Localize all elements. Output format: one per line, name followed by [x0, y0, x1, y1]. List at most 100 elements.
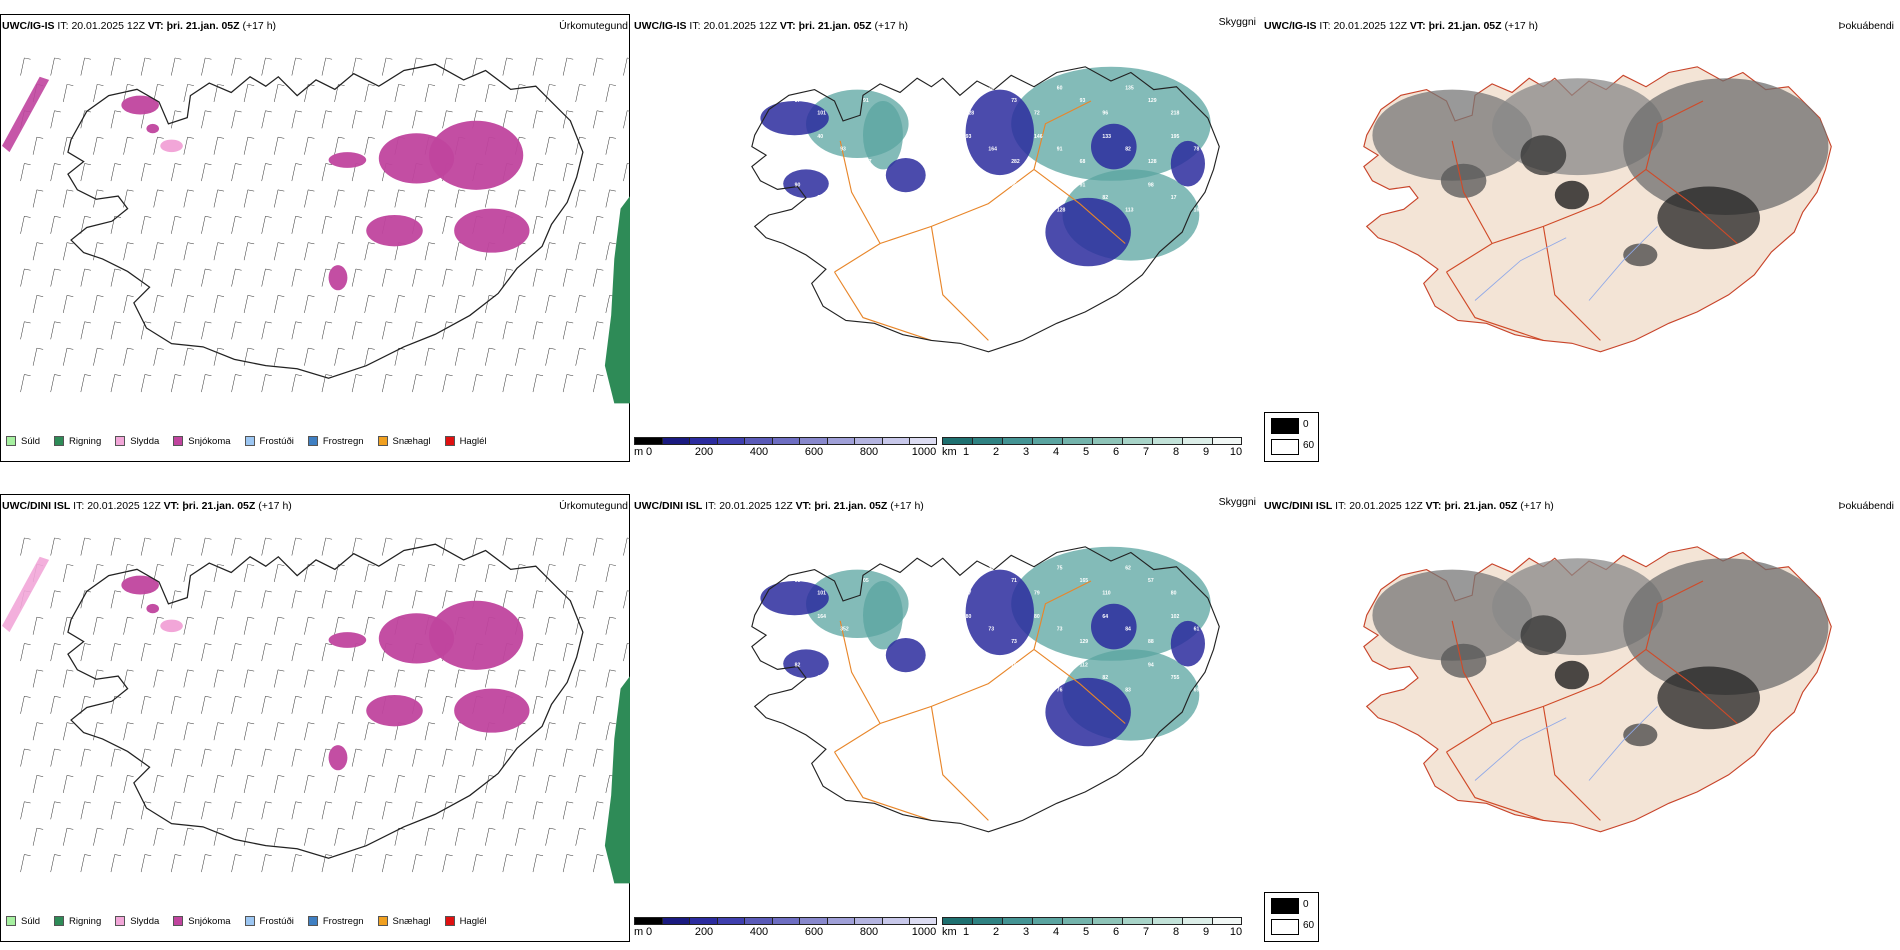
cloud-base-label: 45 — [840, 231, 846, 237]
tick-label: 800 — [859, 446, 879, 458]
model-name: UWC/IG-IS — [1264, 20, 1317, 32]
it-value: 20.01.2025 12Z — [87, 500, 161, 512]
legend-label: Frostregn — [322, 435, 364, 447]
cloud-base-label: 135 — [1125, 86, 1134, 92]
it-label: IT: — [705, 500, 717, 512]
vt-label: VT: — [795, 500, 812, 512]
it-label: IT: — [1335, 500, 1347, 512]
lead-time: (+17 h) — [1520, 500, 1554, 512]
cloud-base-label: 40 — [817, 134, 823, 140]
iceland-outline — [751, 66, 1220, 353]
fog-area — [1554, 660, 1589, 690]
visibility-colorbar — [942, 917, 1242, 925]
colorbar-cell — [881, 437, 909, 445]
forecast-row: UWC/IG-IS IT: 20.01.2025 12Z VT: þri. 21… — [0, 0, 1900, 470]
legend-label: Snjókoma — [188, 435, 231, 447]
snow-patch — [146, 603, 159, 614]
cloud-base-label: 73 — [1011, 98, 1017, 104]
legend-label: Súld — [21, 435, 41, 447]
colorbar-cell — [1032, 917, 1062, 925]
vt-value: þri. 21.jan. 05Z — [182, 500, 256, 512]
cloud-base-unit: m — [634, 446, 644, 458]
cloud-base-label: 146 — [1034, 134, 1043, 140]
panel-title-precip-type: Úrkomutegund — [559, 20, 628, 32]
panel-header: UWC/IG-IS IT: 20.01.2025 12Z VT: þri. 21… — [2, 20, 276, 32]
fog-index-legend: 0 60 — [1264, 892, 1319, 942]
precip-type-map — [2, 537, 630, 884]
cloud-base-label: 75 — [988, 208, 994, 214]
legend-label: Snæhagl — [392, 915, 431, 927]
colorbar-cell — [1062, 437, 1092, 445]
snow-patch — [328, 152, 367, 168]
cloud-base-label: 101 — [817, 591, 826, 597]
cloud-base-label: 93 — [1080, 98, 1086, 104]
tick-label: 0 — [645, 926, 653, 938]
forecast-row: UWC/DINI ISL IT: 20.01.2025 12Z VT: þri.… — [0, 480, 1900, 950]
legend-swatch — [173, 436, 184, 446]
colorbar-cell — [634, 437, 662, 445]
tick-label: 7 — [1142, 926, 1150, 938]
colorbar-cell — [1152, 437, 1182, 445]
cloud-base-label: 73 — [840, 566, 846, 572]
legend-item: Snjókoma — [173, 435, 231, 447]
cloud-base-label: 195 — [1171, 134, 1180, 140]
colorbar-cell — [1212, 437, 1242, 445]
cloud-base-label: 125 — [1034, 675, 1043, 681]
tick-label: 7 — [1142, 446, 1150, 458]
panel-header: UWC/DINI ISL IT: 20.01.2025 12Z VT: þri.… — [2, 500, 292, 512]
cloud-base-label: 46 — [988, 566, 994, 572]
sleet-patch — [160, 139, 183, 153]
visibility-area — [863, 581, 903, 650]
sleet-patch — [160, 619, 183, 633]
legend-item: Haglél — [444, 436, 487, 447]
colorbar-cell — [661, 917, 689, 925]
rain-patch — [604, 676, 630, 884]
vt-value: þri. 21.jan. 05Z — [1444, 500, 1518, 512]
cloud-base-label: 90 — [795, 182, 801, 188]
fog-index-panel: UWC/DINI ISL IT: 20.01.2025 12Z VT: þri.… — [1264, 480, 1900, 950]
colorbar-cell — [799, 917, 827, 925]
snow-patch — [429, 120, 524, 190]
cloud-base-label: 84 — [772, 688, 778, 694]
cloud-base-label: 80 — [966, 614, 972, 620]
legend-label: Slydda — [130, 915, 160, 927]
tick-label: 2 — [992, 926, 1000, 938]
tick-label: 10 — [1229, 926, 1243, 938]
colorbar-cell — [1122, 437, 1152, 445]
legend-item: Súld — [6, 436, 40, 447]
visibility-area — [1011, 66, 1211, 181]
cloud-base-label: 93 — [840, 147, 846, 153]
cloud-base-label: 143 — [863, 663, 872, 669]
cloud-base-label: 93 — [795, 578, 801, 584]
cloud-base-label: 91 — [863, 98, 869, 104]
legend-item: Súld — [6, 916, 40, 927]
cloud-base-label: 35 — [1011, 182, 1017, 188]
road-network — [1446, 100, 1738, 341]
cloud-base-label: 69 — [772, 208, 778, 214]
colorbar-cell — [744, 917, 772, 925]
cloud-base-label: 129 — [1148, 98, 1157, 104]
cloud-base-area — [965, 569, 1034, 656]
cloud-base-label: 125 — [772, 627, 781, 633]
tick-label: 5 — [1082, 926, 1090, 938]
panel-header: UWC/IG-IS IT: 20.01.2025 12Z VT: þri. 21… — [634, 20, 908, 32]
cloud-base-label: 60 — [1057, 86, 1063, 92]
precip-type-legend: Súld Rigning Slydda Snjókoma Frostúði Frostre… — [6, 913, 501, 929]
fog-index-panel: UWC/IG-IS IT: 20.01.2025 12Z VT: þri. 21… — [1264, 0, 1900, 470]
cloud-base-label: 10 — [1011, 663, 1017, 669]
legend-swatch — [6, 916, 16, 926]
tick-label: 3 — [1022, 926, 1030, 938]
snow-patch — [121, 575, 159, 595]
legend-swatch — [444, 436, 455, 446]
tick-label: 1 — [962, 446, 970, 458]
cloud-base-label: 164 — [988, 147, 997, 153]
model-name: UWC/DINI ISL — [1264, 500, 1333, 512]
tick-label: 10 — [1229, 446, 1243, 458]
legend-label: Snæhagl — [392, 435, 431, 447]
cloud-base-label: 73 — [1011, 639, 1017, 645]
cloud-base-label: 178 — [795, 243, 804, 249]
vt-value: þri. 21.jan. 05Z — [798, 20, 872, 32]
wind-barbs — [20, 57, 630, 393]
panel-title-precip-type: Úrkomutegund — [559, 500, 628, 512]
tick-label: 8 — [1172, 926, 1180, 938]
